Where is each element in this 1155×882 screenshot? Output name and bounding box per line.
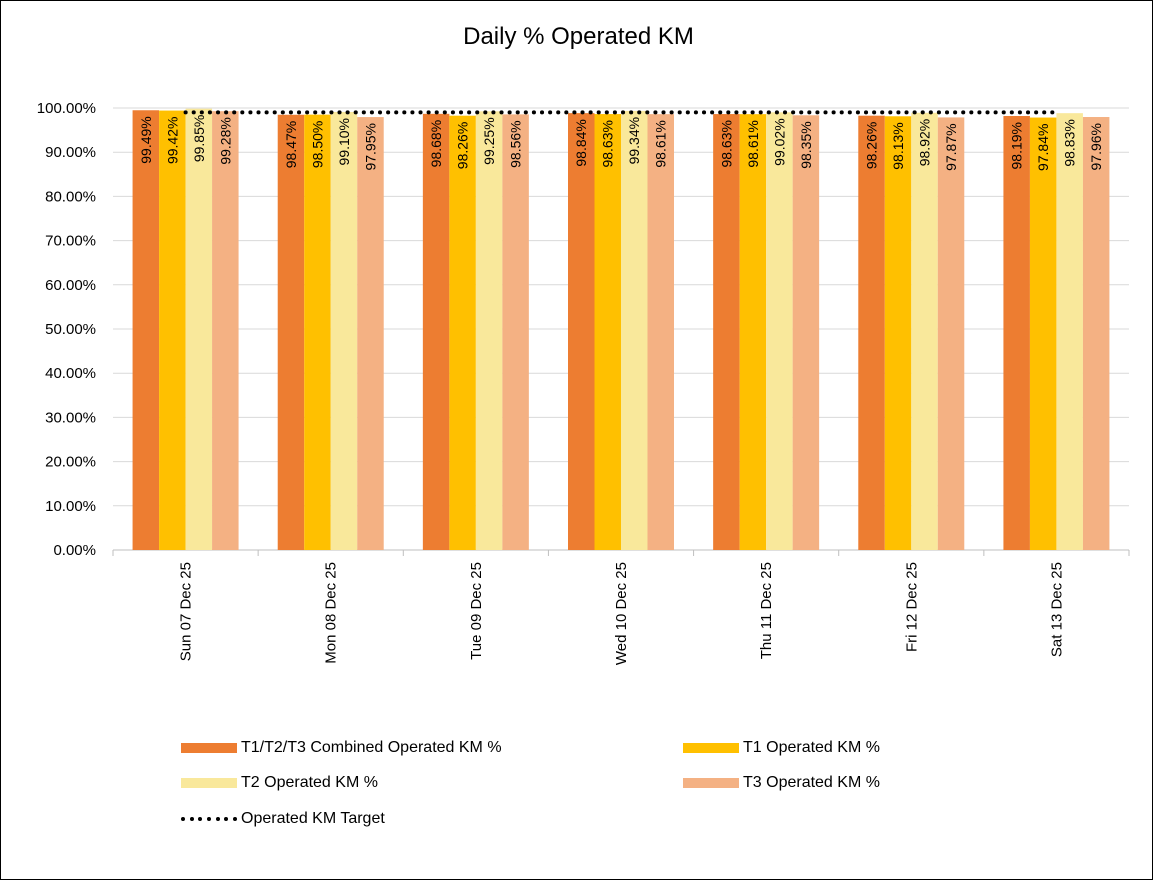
y-tick-label: 70.00%: [45, 233, 96, 250]
bar: [568, 113, 595, 550]
bar: [858, 115, 885, 551]
legend-item-t3: T3 Operated KM %: [683, 774, 880, 792]
bar-data-label: 97.96%: [1088, 123, 1104, 170]
bar-data-label: 98.26%: [864, 122, 880, 169]
x-tick-label: Mon 08 Dec 25: [323, 562, 340, 664]
bar-data-label: 98.61%: [745, 120, 761, 167]
bar-data-label: 98.92%: [917, 119, 933, 166]
bar-data-label: 99.85%: [191, 115, 207, 162]
bar: [357, 117, 384, 550]
bar-data-label: 98.35%: [798, 121, 814, 168]
x-tick-label: Tue 09 Dec 25: [468, 562, 485, 660]
bar: [739, 114, 767, 550]
bar-data-label: 98.61%: [653, 120, 669, 167]
bar: [304, 114, 331, 550]
y-tick-label: 40.00%: [45, 365, 96, 382]
bar: [621, 110, 648, 550]
bar: [212, 111, 239, 550]
legend-swatch-target: [181, 814, 237, 824]
bar-data-label: 98.26%: [455, 122, 471, 169]
bar: [449, 115, 476, 551]
legend-item-target: Operated KM Target: [181, 810, 385, 828]
bar: [185, 108, 213, 551]
bar: [647, 114, 674, 550]
bar-data-label: 99.34%: [626, 117, 642, 164]
legend-item-combined: T1/T2/T3 Combined Operated KM %: [181, 739, 502, 757]
bar: [937, 117, 965, 550]
bar-data-label: 99.02%: [771, 118, 787, 165]
bar-data-label: 99.49%: [138, 116, 154, 163]
bar-data-label: 98.56%: [508, 120, 524, 167]
legend-label-t2: T2 Operated KM %: [241, 774, 378, 791]
bar-data-label: 98.50%: [309, 121, 325, 168]
bar-data-label: 97.95%: [362, 123, 378, 170]
bar-data-label: 98.68%: [428, 120, 444, 167]
bar: [713, 114, 740, 551]
bar-data-label: 97.84%: [1035, 124, 1051, 171]
bar: [330, 111, 358, 550]
bar: [277, 114, 305, 550]
bar-data-label: 98.13%: [890, 122, 906, 169]
legend-label-target: Operated KM Target: [241, 810, 385, 827]
x-tick-label: Fri 12 Dec 25: [903, 562, 920, 652]
legend-label-t1: T1 Operated KM %: [743, 739, 880, 756]
bar: [475, 111, 503, 550]
bar: [422, 113, 450, 550]
x-tick-label: Sat 13 Dec 25: [1048, 562, 1065, 657]
y-tick-label: 90.00%: [45, 144, 96, 161]
y-tick-label: 20.00%: [45, 454, 96, 471]
plot-area: 0.00% 10.00% 20.00% 30.00% 40.00% 50.00% 60.00…: [37, 100, 1130, 665]
bar: [502, 114, 529, 550]
legend-item-t1: T1 Operated KM %: [683, 739, 880, 757]
legend-swatch-t1: [683, 743, 739, 753]
bar: [766, 112, 793, 550]
bar: [792, 115, 820, 550]
bar-data-label: 99.25%: [481, 117, 497, 164]
bar-data-label: 98.63%: [600, 120, 616, 167]
legend-swatch-combined: [181, 743, 237, 753]
bar-data-label: 98.19%: [1009, 122, 1025, 169]
bar: [1003, 116, 1030, 551]
legend-swatch-t2: [181, 778, 237, 788]
bar-data-label: 99.10%: [336, 118, 352, 165]
bar: [884, 116, 912, 550]
bar: [132, 110, 160, 550]
bar: [911, 112, 938, 551]
y-tick-label: 50.00%: [45, 321, 96, 338]
y-tick-label: 10.00%: [45, 498, 96, 515]
x-tick-label: Thu 11 Dec 25: [758, 562, 775, 659]
bar: [1029, 117, 1057, 550]
y-tick-label: 100.00%: [37, 100, 96, 117]
bar-data-label: 98.47%: [283, 121, 299, 168]
bar-data-label: 99.42%: [164, 117, 180, 164]
bar: [1082, 117, 1110, 551]
bar: [594, 114, 621, 551]
bar-data-label: 97.87%: [943, 123, 959, 170]
legend-swatch-t3: [683, 778, 739, 788]
y-tick-label: 0.00%: [53, 542, 96, 559]
bar: [159, 110, 186, 550]
legend-label-combined: T1/T2/T3 Combined Operated KM %: [241, 739, 502, 756]
legend-label-t3: T3 Operated KM %: [743, 774, 880, 791]
y-tick-label: 30.00%: [45, 409, 96, 426]
legend-item-t2: T2 Operated KM %: [181, 774, 378, 792]
bar-data-label: 98.84%: [573, 119, 589, 166]
bar: [1056, 113, 1083, 551]
bar-data-label: 98.83%: [1062, 119, 1078, 166]
y-tick-label: 80.00%: [45, 188, 96, 205]
bar-data-label: 99.28%: [217, 117, 233, 164]
y-tick-label: 60.00%: [45, 277, 96, 294]
x-tick-label: Wed 10 Dec 25: [613, 562, 630, 665]
x-tick-label: Sun 07 Dec 25: [178, 562, 195, 661]
bar-data-label: 98.63%: [718, 120, 734, 167]
chart-title: Daily % Operated KM: [463, 23, 694, 50]
